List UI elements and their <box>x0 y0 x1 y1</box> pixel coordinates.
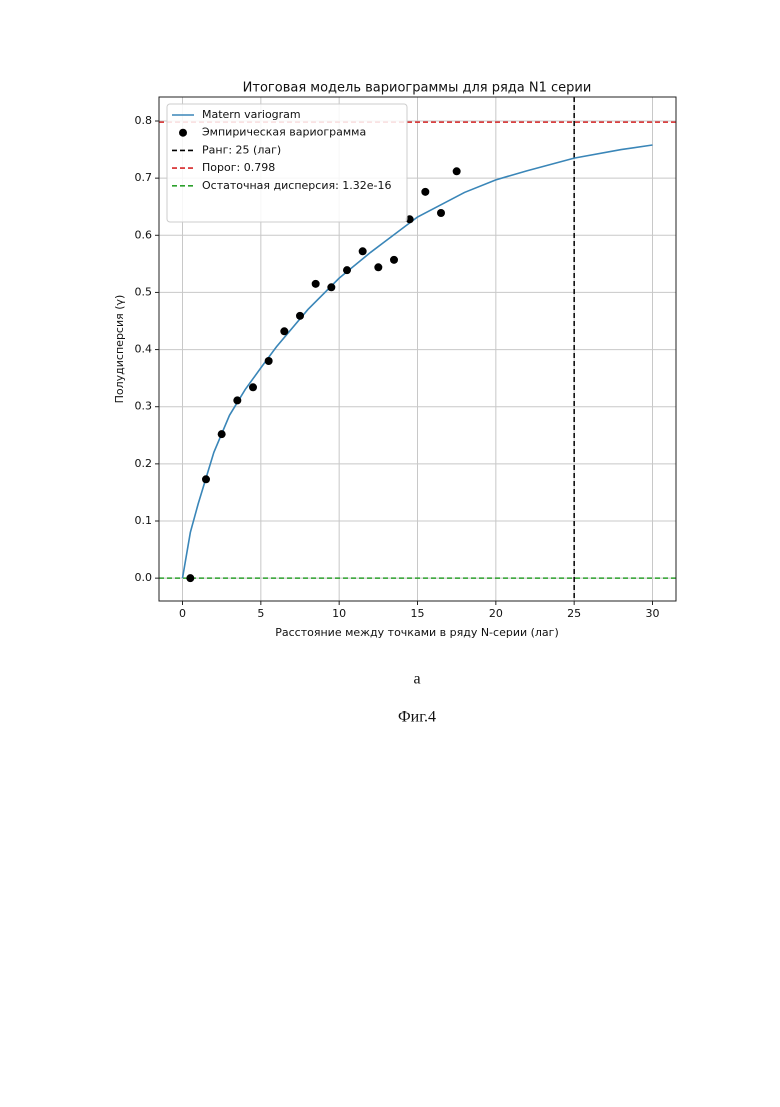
point <box>186 574 194 582</box>
x-tick-label: 20 <box>489 607 503 620</box>
point <box>265 357 273 365</box>
y-tick-label: 0.3 <box>135 400 153 413</box>
y-tick-label: 0.2 <box>135 457 153 470</box>
point <box>233 396 241 404</box>
point <box>359 247 367 255</box>
x-tick-label: 25 <box>567 607 581 620</box>
page: Итоговая модель вариограммы для ряда N1 … <box>0 0 780 1103</box>
y-tick-label: 0.0 <box>135 571 153 584</box>
point <box>218 430 226 438</box>
y-tick-label: 0.1 <box>135 514 153 527</box>
y-tick-label: 0.5 <box>135 285 153 298</box>
y-tick-label: 0.8 <box>135 114 153 127</box>
legend-label: Ранг: 25 (лаг) <box>202 143 281 156</box>
point <box>343 266 351 274</box>
point <box>437 209 445 217</box>
x-tick-label: 5 <box>257 607 264 620</box>
point <box>312 280 320 288</box>
figure-caption: Фиг.4 <box>398 709 436 726</box>
legend-marker <box>179 129 187 137</box>
y-tick-label: 0.6 <box>135 228 153 241</box>
x-tick-label: 30 <box>646 607 660 620</box>
legend-label: Порог: 0.798 <box>202 161 275 174</box>
point <box>296 312 304 320</box>
y-tick-label: 0.4 <box>135 343 153 356</box>
legend: Matern variogram Эмпирическая вариограмма… <box>167 104 407 222</box>
point <box>327 283 335 291</box>
point <box>280 327 288 335</box>
point <box>453 167 461 175</box>
y-tick-label: 0.7 <box>135 171 153 184</box>
legend-label: Эмпирическая вариограмма <box>202 126 366 139</box>
x-tick-label: 0 <box>179 607 186 620</box>
point <box>374 263 382 271</box>
point <box>421 188 429 196</box>
legend-label: Matern variogram <box>202 108 301 121</box>
x-axis-label: Расстояние между точками в ряду N-серии … <box>275 626 559 639</box>
point <box>202 475 210 483</box>
legend-label: Остаточная дисперсия: 1.32e-16 <box>202 179 392 192</box>
panel-label: а <box>413 671 420 688</box>
chart-title: Итоговая модель вариограммы для ряда N1 … <box>243 81 592 96</box>
point <box>249 383 257 391</box>
y-axis-label: Полудисперсия (γ) <box>113 295 126 404</box>
x-tick-label: 10 <box>332 607 346 620</box>
point <box>390 256 398 264</box>
x-tick-label: 15 <box>411 607 425 620</box>
